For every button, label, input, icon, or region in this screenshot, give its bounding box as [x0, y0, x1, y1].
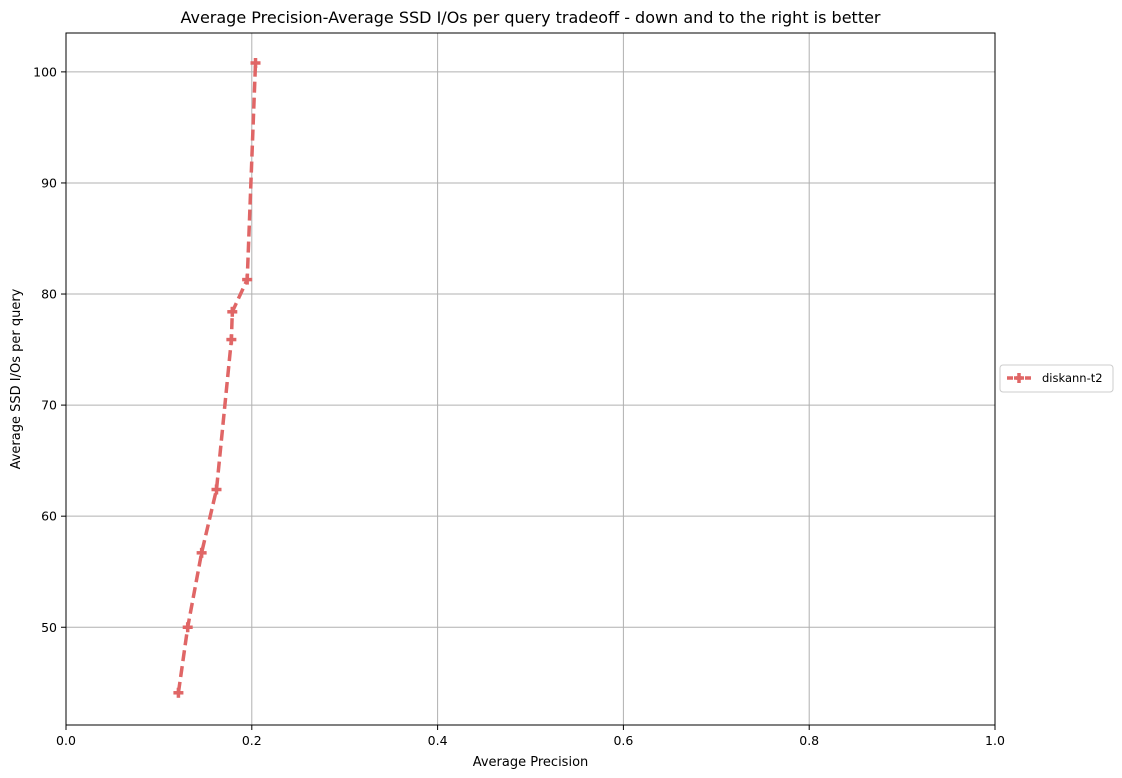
x-axis-ticks: 0.0 0.2 0.4 0.6 0.8 1.0 — [56, 725, 1005, 748]
y-tick-label: 90 — [41, 175, 57, 190]
legend[interactable]: diskann-t2 — [999, 364, 1114, 393]
x-tick-label: 0.8 — [799, 733, 819, 748]
x-tick-label: 1.0 — [985, 733, 1005, 748]
legend-box — [999, 364, 1114, 393]
series-layer — [173, 57, 261, 698]
data-point — [196, 547, 207, 558]
y-tick-label: 100 — [33, 64, 57, 79]
grid-lines — [65, 33, 996, 725]
data-point — [250, 57, 261, 68]
chart-title: Average Precision-Average SSD I/Os per q… — [180, 8, 880, 27]
x-tick-label: 0.0 — [56, 733, 76, 748]
data-point — [211, 484, 222, 495]
legend-line-sample — [1007, 373, 1031, 383]
data-point — [182, 622, 193, 633]
y-tick-label: 80 — [41, 287, 57, 302]
y-tick-label: 60 — [41, 509, 57, 524]
x-tick-label: 0.6 — [613, 733, 633, 748]
y-tick-label: 50 — [41, 620, 57, 635]
data-point — [173, 687, 184, 698]
y-tick-label: 70 — [41, 398, 57, 413]
y-axis-ticks: 50 60 70 80 90 100 — [33, 64, 66, 635]
x-axis-label: Average Precision — [473, 755, 589, 770]
legend-entry-diskann-t2: diskann-t2 — [1042, 371, 1103, 385]
data-point — [227, 306, 238, 317]
x-tick-label: 0.2 — [242, 733, 262, 748]
x-tick-label: 0.4 — [428, 733, 448, 748]
data-point — [242, 274, 253, 285]
data-point — [226, 334, 237, 345]
y-axis-label: Average SSD I/Os per query — [9, 288, 24, 469]
plot-frame — [65, 32, 996, 726]
series-line-diskann-t2 — [176, 62, 258, 694]
